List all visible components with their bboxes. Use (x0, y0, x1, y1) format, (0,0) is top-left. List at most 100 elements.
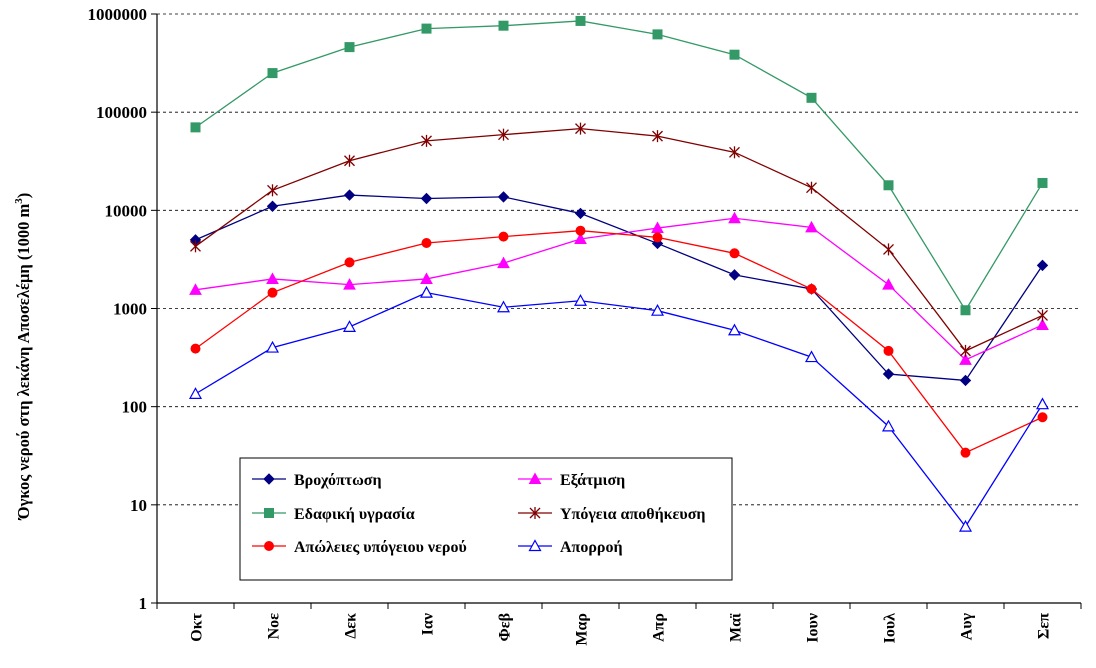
y-tick-label: 10000 (105, 201, 148, 220)
legend-label: Υπόγεια αποθήκευση (560, 506, 705, 523)
data-point (267, 184, 278, 197)
series-line (195, 194, 1044, 382)
series-line (195, 127, 1043, 352)
data-point (729, 248, 740, 259)
marker-diamond (497, 191, 510, 203)
marker-asterisk (806, 181, 817, 194)
marker-diamond (343, 189, 356, 201)
marker-square (575, 15, 586, 26)
marker-open-triangle (265, 340, 280, 353)
marker-diamond (266, 200, 279, 212)
data-point (344, 154, 355, 167)
data-point (574, 232, 587, 245)
y-tick-label: 1 (139, 594, 148, 613)
marker-circle (264, 541, 274, 551)
legend-label: Απώλειες υπόγειου νερού (294, 539, 467, 556)
data-point (804, 350, 819, 363)
data-point (575, 15, 586, 26)
data-point (498, 128, 509, 141)
marker-asterisk (652, 130, 663, 143)
marker-circle (190, 343, 201, 354)
marker-triangle (266, 272, 279, 284)
marker-square (729, 49, 740, 60)
data-point (959, 353, 972, 365)
y-axis-ticks: 1 10 100 1000 10000 100000 1000000 (88, 5, 157, 613)
data-point (498, 231, 509, 242)
x-tick-label: Δεκ (343, 613, 360, 639)
data-point (574, 207, 587, 220)
data-point (190, 122, 201, 133)
marker-asterisk (729, 146, 740, 159)
series-6 (188, 285, 1050, 532)
data-point (1036, 318, 1049, 330)
y-tick-label: 100000 (96, 103, 147, 122)
y-axis-label: Όγκος νερού στη λεκάνη Αποσελέμη (1000 m… (13, 193, 33, 521)
x-tick-label: Ιουν (805, 613, 822, 643)
legend-item: Βροχόπτωση (252, 472, 382, 489)
marker-diamond (1036, 259, 1049, 272)
y-axis-label-tail: ) (14, 193, 33, 199)
data-point (652, 130, 663, 143)
marker-open-triangle (804, 350, 819, 363)
marker-open-triangle (496, 300, 511, 313)
x-tick-label: Νοε (266, 613, 283, 640)
series-line (195, 217, 1043, 361)
marker-square (960, 305, 971, 316)
x-tick-label: Μαϊ (728, 613, 745, 642)
data-point (343, 278, 356, 290)
marker-open-triangle (958, 519, 973, 532)
data-point (729, 49, 740, 60)
marker-triangle (189, 283, 202, 295)
data-point (421, 23, 432, 34)
marker-open-triangle (188, 387, 203, 399)
data-point (420, 272, 433, 284)
data-point (958, 519, 973, 532)
y-tick-label: 100 (122, 398, 148, 417)
data-point (727, 323, 742, 336)
legend-item: Απώλειες υπόγειου νερού (252, 539, 467, 556)
marker-open-triangle (573, 293, 588, 306)
x-tick-label: Ιουλ (882, 613, 899, 644)
data-point (883, 180, 894, 191)
marker-triangle (574, 232, 587, 245)
series-3 (190, 15, 1048, 316)
marker-diamond (959, 374, 972, 387)
marker-open-triangle (881, 419, 896, 432)
marker-asterisk (421, 134, 432, 147)
data-point (267, 68, 278, 79)
data-point (728, 211, 741, 224)
marker-diamond (263, 473, 275, 485)
marker-diamond (882, 368, 895, 380)
marker-circle (960, 447, 971, 458)
marker-square (806, 92, 817, 103)
marker-square (190, 122, 201, 133)
data-point (342, 320, 357, 332)
data-point (1037, 309, 1048, 322)
data-point (267, 287, 278, 298)
marker-circle (267, 287, 278, 298)
data-point (883, 345, 894, 356)
marker-square (883, 180, 894, 191)
marker-square (652, 29, 663, 40)
x-tick-label: Ιαν (420, 613, 437, 635)
gridlines (157, 13, 1081, 506)
data-point (421, 134, 432, 147)
data-point (1037, 177, 1048, 188)
marker-triangle (420, 272, 433, 284)
data-point (1037, 412, 1048, 423)
marker-circle (1037, 412, 1048, 423)
marker-square (344, 42, 355, 53)
marker-square (264, 508, 274, 518)
marker-triangle (959, 353, 972, 365)
data-point (882, 278, 895, 290)
marker-circle (575, 225, 586, 236)
y-tick-label: 1000000 (88, 5, 148, 24)
x-tick-label: Φεβ (497, 613, 514, 642)
legend-label: Απορροή (560, 539, 623, 556)
data-point (882, 368, 895, 380)
marker-triangle (1036, 318, 1049, 330)
data-point (573, 293, 588, 306)
marker-circle (421, 237, 432, 248)
marker-square (421, 23, 432, 34)
